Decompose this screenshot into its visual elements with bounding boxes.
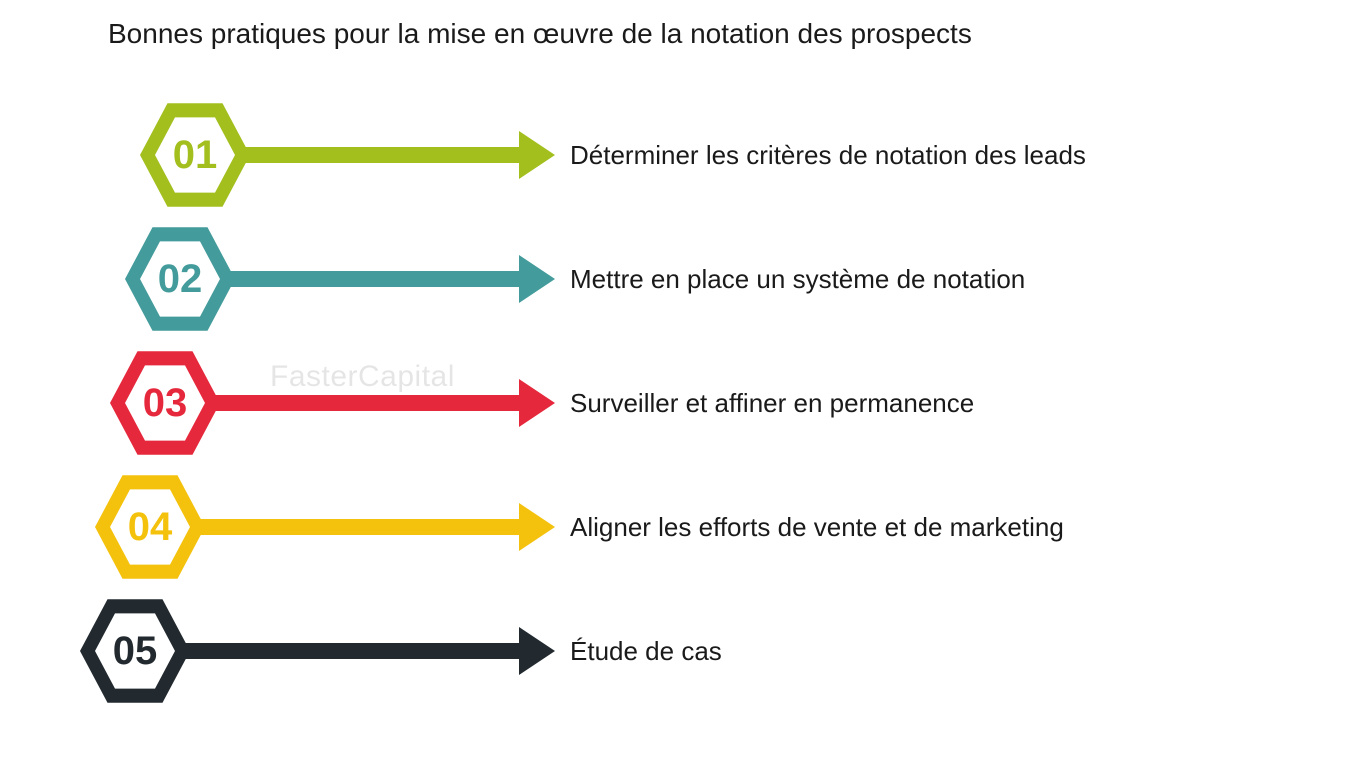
step-number: 04 — [128, 507, 173, 547]
step-label: Étude de cas — [570, 596, 722, 706]
hexagon-badge: 01 — [140, 100, 250, 210]
infographic-canvas: Bonnes pratiques pour la mise en œuvre d… — [0, 0, 1350, 759]
step-label: Aligner les efforts de vente et de marke… — [570, 472, 1064, 582]
step-number: 02 — [158, 259, 203, 299]
arrow-icon — [165, 395, 555, 427]
arrow-icon — [180, 271, 555, 303]
step-row-01: 01 Déterminer les critères de notation de… — [0, 100, 1350, 210]
step-row-05: 05 Étude de cas — [0, 596, 1350, 706]
step-label: Surveiller et affiner en permanence — [570, 348, 974, 458]
step-number: 01 — [173, 135, 218, 175]
step-label: Déterminer les critères de notation des … — [570, 100, 1086, 210]
step-number: 05 — [113, 631, 158, 671]
hexagon-badge: 02 — [125, 224, 235, 334]
step-row-03: 03 Surveiller et affiner en permanence — [0, 348, 1350, 458]
hexagon-badge: 03 — [110, 348, 220, 458]
step-row-02: 02 Mettre en place un système de notation — [0, 224, 1350, 334]
step-row-04: 04 Aligner les efforts de vente et de mar… — [0, 472, 1350, 582]
page-title: Bonnes pratiques pour la mise en œuvre d… — [108, 18, 972, 50]
arrow-icon — [150, 519, 555, 551]
step-label: Mettre en place un système de notation — [570, 224, 1025, 334]
hexagon-badge: 05 — [80, 596, 190, 706]
arrow-icon — [135, 643, 555, 675]
hexagon-badge: 04 — [95, 472, 205, 582]
step-number: 03 — [143, 383, 188, 423]
